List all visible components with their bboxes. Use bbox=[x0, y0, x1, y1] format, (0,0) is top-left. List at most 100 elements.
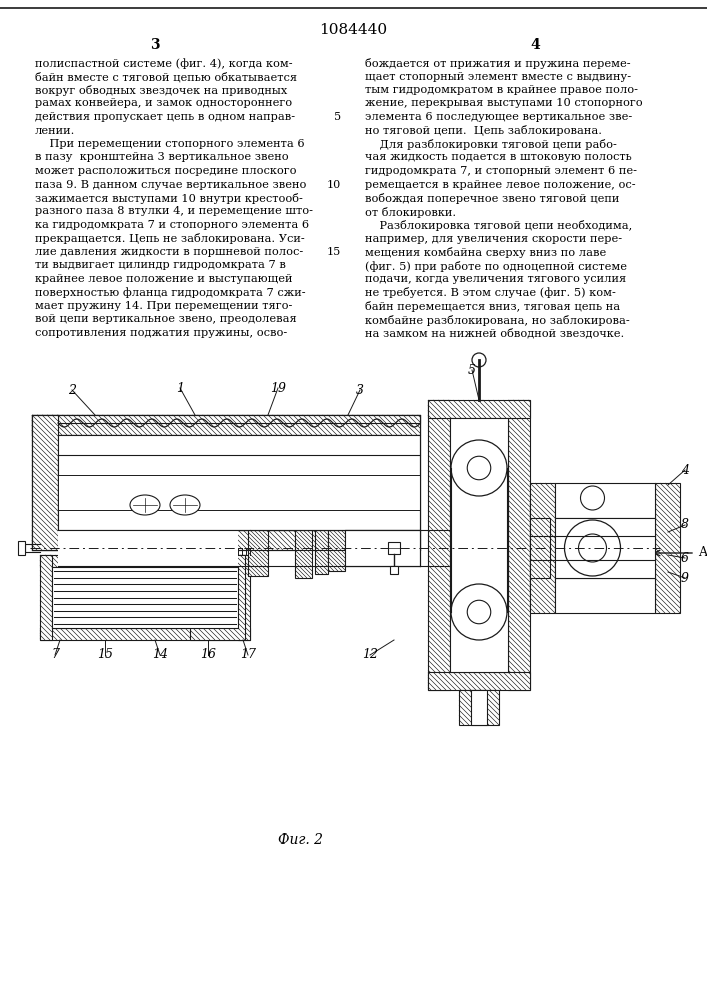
Bar bbox=[459, 690, 499, 725]
Text: байн перемещается вниз, тяговая цепь на: байн перемещается вниз, тяговая цепь на bbox=[365, 301, 620, 312]
Text: 1084440: 1084440 bbox=[320, 23, 387, 37]
Bar bbox=[32, 415, 420, 435]
Text: комбайне разблокирована, но заблокирова-: комбайне разблокирована, но заблокирова- bbox=[365, 314, 630, 326]
Bar bbox=[555, 483, 655, 518]
Bar bbox=[80, 455, 105, 475]
Bar bbox=[40, 555, 250, 567]
Ellipse shape bbox=[170, 495, 200, 515]
Text: 9: 9 bbox=[681, 572, 689, 584]
Text: 19: 19 bbox=[270, 381, 286, 394]
Text: (фиг. 5) при работе по одноцепной системе: (фиг. 5) при работе по одноцепной систем… bbox=[365, 260, 627, 271]
Text: может расположиться посредине плоского: может расположиться посредине плоского bbox=[35, 166, 296, 176]
Bar bbox=[428, 400, 530, 418]
Text: 12: 12 bbox=[362, 648, 378, 662]
Text: A: A bbox=[698, 546, 707, 560]
Bar bbox=[530, 578, 650, 593]
Text: лении.: лении. bbox=[35, 125, 76, 135]
Bar bbox=[32, 415, 58, 550]
Text: гидродомкрата 7, и стопорный элемент 6 пе-: гидродомкрата 7, и стопорный элемент 6 п… bbox=[365, 166, 637, 176]
Bar bbox=[285, 455, 310, 475]
Bar bbox=[40, 628, 250, 640]
Text: 17: 17 bbox=[240, 648, 256, 662]
Text: элемента 6 последующее вертикальное зве-: элемента 6 последующее вертикальное зве- bbox=[365, 112, 632, 122]
Bar bbox=[32, 415, 58, 550]
Text: на замком на нижней обводной звездочке.: на замком на нижней обводной звездочке. bbox=[365, 328, 624, 339]
Text: бождается от прижатия и пружина переме-: бождается от прижатия и пружина переме- bbox=[365, 58, 631, 69]
Bar bbox=[40, 555, 52, 640]
Text: ка гидродомкрата 7 и стопорного элемента 6: ка гидродомкрата 7 и стопорного элемента… bbox=[35, 220, 309, 230]
Text: 3: 3 bbox=[150, 38, 160, 52]
Text: 5: 5 bbox=[468, 363, 476, 376]
Bar bbox=[58, 530, 238, 566]
Bar bbox=[190, 555, 245, 640]
Bar bbox=[655, 483, 680, 613]
Bar bbox=[555, 518, 655, 578]
Bar bbox=[58, 415, 420, 423]
Text: например, для увеличения скорости пере-: например, для увеличения скорости пере- bbox=[365, 233, 622, 243]
Bar bbox=[32, 530, 230, 550]
Text: 1: 1 bbox=[176, 381, 184, 394]
Text: Для разблокировки тяговой цепи рабо-: Для разблокировки тяговой цепи рабо- bbox=[365, 139, 617, 150]
Text: 14: 14 bbox=[152, 648, 168, 662]
Text: щает стопорный элемент вместе с выдвину-: щает стопорный элемент вместе с выдвину- bbox=[365, 72, 631, 82]
Text: полиспастной системе (фиг. 4), когда ком-: полиспастной системе (фиг. 4), когда ком… bbox=[35, 58, 293, 69]
Text: При перемещении стопорного элемента 6: При перемещении стопорного элемента 6 bbox=[35, 139, 305, 149]
Text: мещения комбайна сверху вниз по лаве: мещения комбайна сверху вниз по лаве bbox=[365, 247, 606, 258]
Bar bbox=[508, 400, 530, 690]
Text: но тяговой цепи.  Цепь заблокирована.: но тяговой цепи. Цепь заблокирована. bbox=[365, 125, 602, 136]
Bar bbox=[471, 690, 487, 725]
Text: поверхностью фланца гидродомкрата 7 сжи-: поверхностью фланца гидродомкрата 7 сжи- bbox=[35, 288, 305, 298]
Bar bbox=[238, 555, 250, 640]
Bar bbox=[428, 672, 530, 690]
Text: 10: 10 bbox=[327, 180, 341, 190]
Bar bbox=[555, 578, 655, 613]
Text: жение, перекрывая выступами 10 стопорного: жение, перекрывая выступами 10 стопорног… bbox=[365, 99, 643, 108]
Text: 8: 8 bbox=[681, 518, 689, 532]
Text: 4: 4 bbox=[530, 38, 540, 52]
Text: 4: 4 bbox=[681, 464, 689, 477]
Text: ремещается в крайнее левое положение, ос-: ремещается в крайнее левое положение, ос… bbox=[365, 180, 636, 190]
Text: лие давления жидкости в поршневой полос-: лие давления жидкости в поршневой полос- bbox=[35, 247, 303, 257]
Bar bbox=[295, 518, 312, 578]
Bar bbox=[530, 503, 650, 518]
Text: 5: 5 bbox=[334, 112, 341, 122]
Text: от блокировки.: от блокировки. bbox=[365, 207, 456, 218]
Text: чая жидкость подается в штоковую полость: чая жидкость подается в штоковую полость bbox=[365, 152, 632, 162]
Bar bbox=[315, 522, 328, 574]
Text: 7: 7 bbox=[51, 648, 59, 662]
Bar bbox=[530, 518, 550, 578]
Bar bbox=[32, 415, 420, 435]
Bar bbox=[328, 525, 345, 571]
Text: ти выдвигает цилиндр гидродомкрата 7 в: ти выдвигает цилиндр гидродомкрата 7 в bbox=[35, 260, 286, 270]
Text: паза 9. В данном случае вертикальное звено: паза 9. В данном случае вертикальное зве… bbox=[35, 180, 306, 190]
Bar bbox=[530, 483, 555, 613]
Bar bbox=[428, 400, 450, 690]
Bar bbox=[390, 566, 398, 574]
Text: 15: 15 bbox=[327, 247, 341, 257]
Text: 16: 16 bbox=[200, 648, 216, 662]
Text: 15: 15 bbox=[97, 648, 113, 662]
Text: не требуется. В этом случае (фиг. 5) ком-: не требуется. В этом случае (фиг. 5) ком… bbox=[365, 288, 616, 298]
Text: вокруг обводных звездочек на приводных: вокруг обводных звездочек на приводных bbox=[35, 85, 287, 96]
Text: байн вместе с тяговой цепью обкатывается: байн вместе с тяговой цепью обкатывается bbox=[35, 72, 297, 82]
Text: рамах конвейера, и замок одностороннего: рамах конвейера, и замок одностороннего bbox=[35, 99, 292, 108]
Bar bbox=[58, 455, 420, 530]
Text: 6: 6 bbox=[681, 552, 689, 564]
Text: разного паза 8 втулки 4, и перемещение што-: разного паза 8 втулки 4, и перемещение ш… bbox=[35, 207, 313, 217]
Text: вобождая поперечное звено тяговой цепи: вобождая поперечное звено тяговой цепи bbox=[365, 193, 619, 204]
Ellipse shape bbox=[130, 495, 160, 515]
Bar bbox=[52, 567, 238, 628]
Bar bbox=[58, 480, 420, 530]
Text: Фиг. 2: Фиг. 2 bbox=[278, 833, 322, 847]
Text: вой цепи вертикальное звено, преодолевая: вой цепи вертикальное звено, преодолевая bbox=[35, 314, 297, 324]
Text: крайнее левое положение и выступающей: крайнее левое положение и выступающей bbox=[35, 274, 293, 284]
Text: прекращается. Цепь не заблокирована. Уси-: прекращается. Цепь не заблокирована. Уси… bbox=[35, 233, 305, 244]
Text: 3: 3 bbox=[356, 383, 364, 396]
Text: тым гидродомкратом в крайнее правое поло-: тым гидродомкратом в крайнее правое поло… bbox=[365, 85, 638, 95]
Text: действия пропускает цепь в одном направ-: действия пропускает цепь в одном направ- bbox=[35, 112, 295, 122]
Bar bbox=[248, 520, 268, 576]
Text: в пазу  кронштейна 3 вертикальное звено: в пазу кронштейна 3 вертикальное звено bbox=[35, 152, 288, 162]
Text: подачи, когда увеличения тягового усилия: подачи, когда увеличения тягового усилия bbox=[365, 274, 626, 284]
Bar bbox=[58, 435, 420, 455]
Bar bbox=[58, 530, 420, 550]
